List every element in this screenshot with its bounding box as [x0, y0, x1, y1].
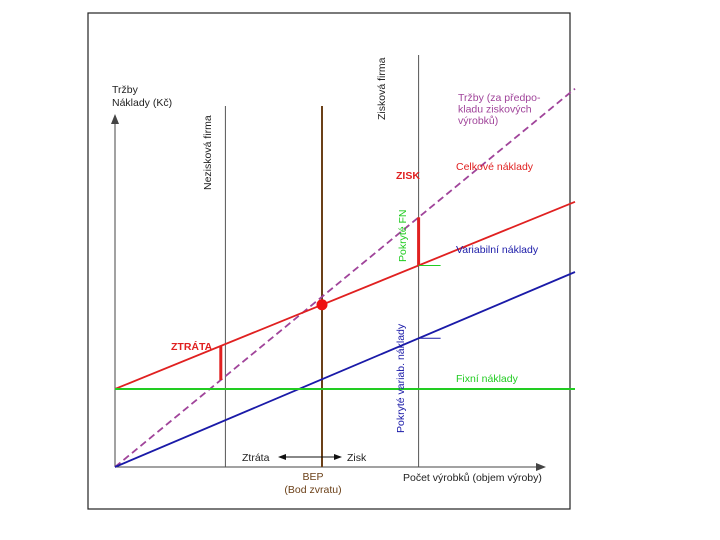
y-axis-label-line1: Tržby	[112, 84, 139, 96]
x-axis-label: Počet výrobků (objem výroby)	[403, 472, 542, 484]
bep-label: BEP	[302, 471, 323, 483]
covered-variable-label: Pokryté variab. náklady	[395, 323, 407, 433]
x-axis-arrow	[536, 463, 546, 471]
profit-firm-label: Zisková firma	[376, 57, 388, 120]
fixed-costs-label: Fixní náklady	[456, 373, 519, 385]
sales-line	[114, 88, 576, 468]
total-costs-line	[114, 200, 576, 390]
y-axis-arrow	[111, 114, 119, 124]
arrow-right-head	[334, 454, 342, 460]
sales-label-3: výrobků)	[458, 115, 498, 127]
profit-label: ZISK	[396, 170, 420, 182]
total-costs-label: Celkové náklady	[456, 161, 534, 173]
sales-label-2: kladu ziskových	[458, 104, 532, 116]
variable-costs-label: Variabilní náklady	[456, 244, 539, 256]
y-axis-label-line2: Náklady (Kč)	[112, 97, 172, 109]
arrow-right-label: Zisk	[347, 452, 367, 464]
chart-frame	[87, 12, 571, 510]
covered-fixed-label: Pokryté FN	[397, 209, 409, 262]
bep-point	[316, 299, 328, 311]
sales-label-1: Tržby (za předpo-	[458, 92, 541, 104]
loss-firm-label: Nezisková firma	[202, 115, 214, 190]
bep-sublabel: (Bod zvratu)	[284, 484, 341, 496]
variable-costs-line	[114, 271, 576, 468]
loss-label: ZTRÁTA	[171, 340, 213, 353]
arrow-left-head	[278, 454, 286, 460]
arrow-left-label: Ztráta	[242, 452, 270, 464]
